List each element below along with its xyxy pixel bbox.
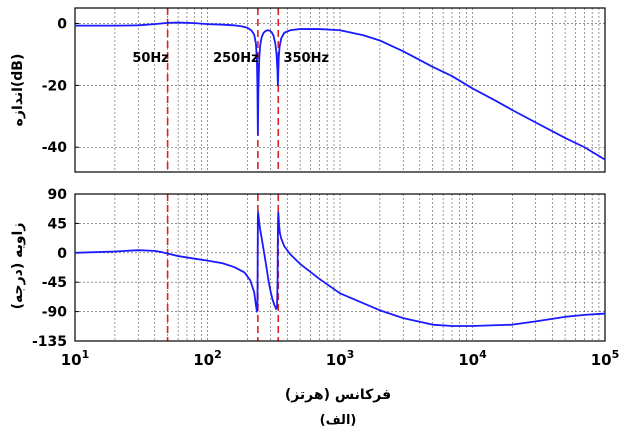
phase-axes-frame (74, 193, 606, 342)
magnitude-grid (75, 8, 605, 172)
phase-y-tick-label: -135 (32, 334, 67, 350)
magnitude-annotation: 50Hz (132, 51, 169, 66)
phase-y-tick-label: -90 (42, 305, 68, 321)
magnitude-y-tick-label: 0 (57, 16, 67, 32)
x-tick-label: 104 (458, 348, 487, 369)
magnitude-y-tick-label: -40 (42, 140, 68, 156)
x-tick-labels: 101 102 103 104 105 (61, 348, 620, 369)
phase-y-tick-label: 0 (57, 246, 67, 262)
magnitude-series-line (75, 21, 606, 161)
magnitude-annotation: 350Hz (283, 51, 329, 66)
phase-y-axis-label: زاویه (درجه) (10, 223, 26, 310)
figure-caption: (الف) (320, 413, 357, 428)
phase-y-tick-label: 90 (48, 187, 68, 203)
phase-series-line (74, 211, 606, 327)
magnitude-y-axis-label: اندازه(dB) (10, 54, 26, 127)
phase-y-tick-label: -45 (42, 275, 67, 291)
x-tick-label: 102 (193, 348, 222, 369)
magnitude-y-tick-label: -20 (42, 78, 68, 94)
magnitude-panel: 0 -20 -40 50Hz 250Hz 350Hz (42, 7, 606, 173)
x-tick-label: 103 (326, 348, 355, 369)
magnitude-axes-frame (74, 7, 606, 173)
phase-panel: 90 45 0 -45 -90 -135 (32, 187, 606, 350)
phase-y-tick-label: 45 (48, 216, 67, 232)
x-tick-label: 101 (61, 348, 90, 369)
x-axis-label: فرکانس (هرتز) (285, 387, 391, 403)
phase-grid (75, 194, 605, 341)
x-tick-label: 105 (591, 348, 620, 369)
magnitude-annotation: 250Hz (213, 51, 259, 66)
